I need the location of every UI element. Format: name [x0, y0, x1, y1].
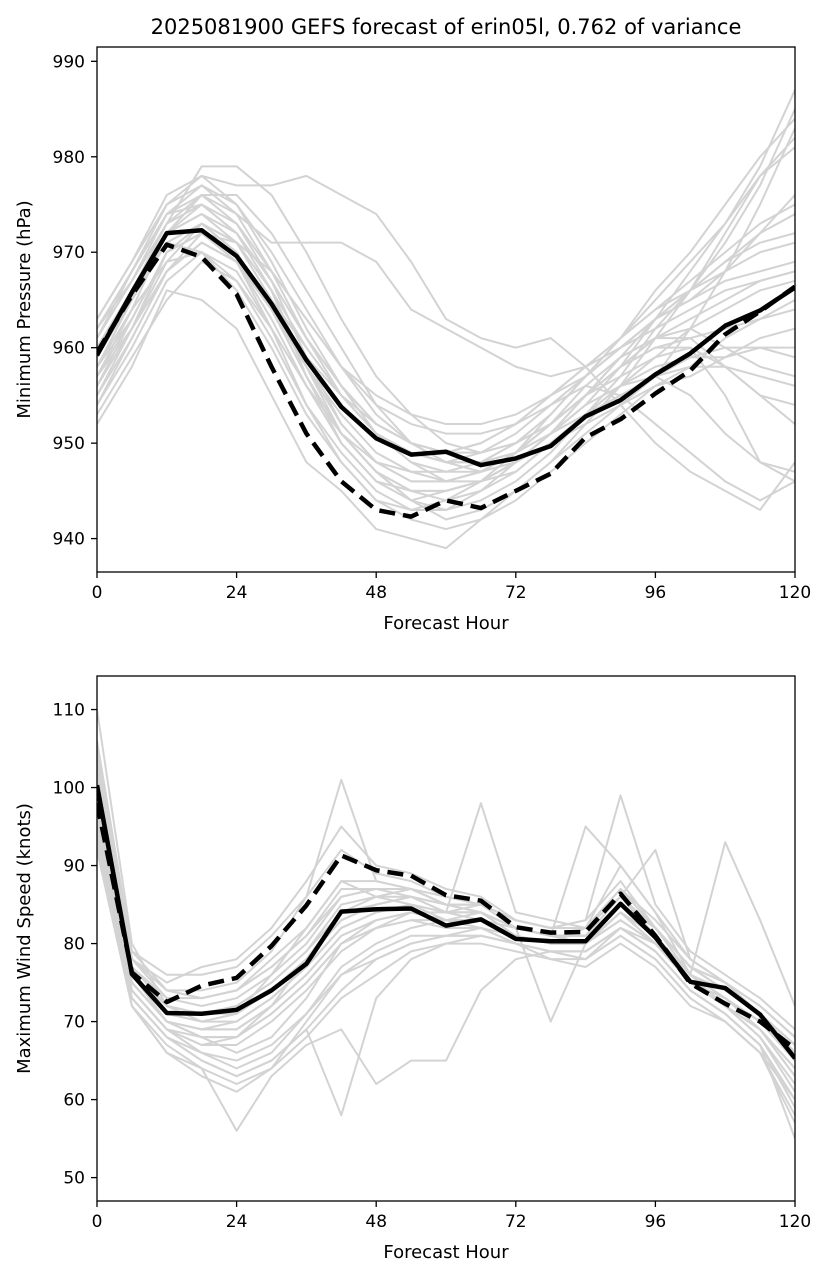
wind-y-tick-label: 90	[63, 857, 85, 877]
pressure-ensemble-member-line-8	[97, 165, 795, 454]
pressure-ensemble-member-line-22	[97, 251, 795, 492]
pressure-ensemble-member-line-1	[97, 127, 795, 550]
pressure-x-tick-label: 24	[226, 583, 248, 603]
pressure-ensemble-member-line-19	[97, 232, 795, 511]
pressure-ensemble-member-line-6	[97, 241, 795, 531]
wind-x-tick-label: 48	[365, 1212, 387, 1232]
pressure-x-tick-label: 96	[645, 583, 667, 603]
wind-axes-frame	[96, 675, 796, 1202]
wind-y-tick-label: 70	[63, 1013, 85, 1033]
pressure-x-tick-label: 72	[505, 583, 527, 603]
wind-y-tick-label: 100	[53, 779, 85, 799]
pressure-y-tick-label: 950	[53, 434, 85, 454]
pressure-y-tick-label: 990	[53, 52, 85, 72]
pressure-ensemble-member-line-28	[97, 241, 795, 483]
wind-x-tick-label: 0	[92, 1212, 103, 1232]
wind-y-axis-label: Maximum Wind Speed (knots)	[14, 803, 35, 1074]
wind-y-tick-label: 50	[63, 1169, 85, 1189]
wind-ensemble-member-line-28	[97, 756, 795, 1038]
wind-y-tick-label: 80	[63, 935, 85, 955]
pressure-axes-frame	[96, 46, 796, 573]
pressure-x-tick-label: 0	[92, 583, 103, 603]
wind-series-group	[97, 709, 795, 1139]
pressure-ensemble-member-line-27	[97, 251, 795, 473]
wind-x-tick-label: 120	[779, 1212, 811, 1232]
wind-x-tick-label: 96	[645, 1212, 667, 1232]
wind-y-tick-label: 110	[53, 701, 85, 721]
pressure-ensemble-member-line-23	[97, 203, 795, 435]
pressure-y-tick-label: 970	[53, 243, 85, 263]
wind-x-tick-label: 24	[226, 1212, 248, 1232]
wind-dashed-mean-line	[97, 802, 795, 1051]
pressure-y-tick-label: 980	[53, 148, 85, 168]
pressure-dashed-mean-line	[97, 242, 795, 519]
pressure-ensemble-member-line-9	[97, 174, 795, 511]
wind-y-tick-label: 60	[63, 1091, 85, 1111]
pressure-x-tick-label: 48	[365, 583, 387, 603]
wind-x-tick-label: 72	[505, 1212, 527, 1232]
pressure-ensemble-member-line-10	[97, 193, 795, 378]
wind-ensemble-member-line-25	[97, 849, 795, 1101]
pressure-x-axis-label: Forecast Hour	[383, 613, 509, 634]
pressure-solid-mean-line	[97, 228, 795, 468]
wind-solid-mean-line	[97, 784, 795, 1060]
pressure-ensemble-member-line-25	[97, 146, 795, 521]
wind-panel: 0 24 48 72 96 120 50 60 70 80 90 100 110 Forecast Hou…	[14, 675, 811, 1263]
pressure-y-tick-label: 960	[53, 339, 85, 359]
pressure-y-tick-label: 940	[53, 530, 85, 550]
pressure-ensemble-member-line-24	[97, 222, 795, 464]
pressure-y-axis-label: Minimum Pressure (hPa)	[14, 200, 35, 418]
chart-title: 2025081900 GEFS forecast of erin05l, 0.7…	[151, 15, 742, 39]
pressure-x-tick-label: 120	[779, 583, 811, 603]
wind-x-axis-label: Forecast Hour	[383, 1242, 509, 1263]
pressure-series-group	[97, 89, 795, 550]
pressure-panel: 0 24 48 72 96 120 940 950 960 970 980 990 Forecast H…	[14, 46, 811, 634]
wind-ensemble-member-line-20	[97, 834, 795, 1139]
